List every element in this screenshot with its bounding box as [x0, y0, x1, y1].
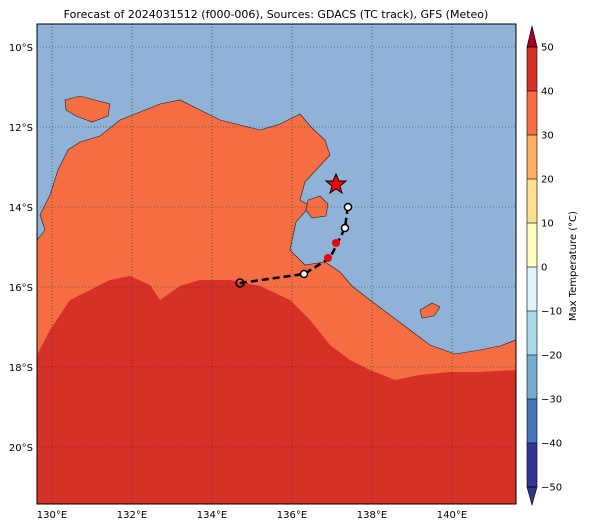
map-area — [37, 24, 516, 504]
colorbar-segment — [527, 179, 537, 223]
colorbar — [526, 25, 538, 507]
lon-label: 138°E — [357, 510, 387, 521]
lat-label: 16°S — [9, 283, 33, 294]
lat-label: 20°S — [9, 443, 33, 454]
lon-label: 134°E — [197, 510, 227, 521]
colorbar-tick-label: −20 — [541, 351, 562, 362]
colorbar-tick-label: −40 — [541, 439, 562, 450]
colorbar-tick-label: 30 — [541, 131, 554, 142]
colorbar-segment — [527, 443, 537, 487]
lat-label: 12°S — [9, 123, 33, 134]
colorbar-segment — [527, 91, 537, 135]
colorbar-tick-label: −30 — [541, 395, 562, 406]
colorbar-tick-label: 10 — [541, 219, 554, 230]
colorbar-tick-label: −50 — [541, 483, 562, 494]
colorbar-segment — [527, 311, 537, 355]
colorbar-segment — [527, 47, 537, 91]
hot-region — [37, 276, 516, 504]
map-title: Forecast of 2024031512 (f000-006), Sourc… — [64, 8, 489, 21]
lon-label: 130°E — [37, 510, 67, 521]
lat-label: 14°S — [9, 203, 33, 214]
colorbar-label: Max Temperature (°C) — [568, 211, 579, 321]
island — [419, 302, 441, 319]
lon-label: 136°E — [277, 510, 307, 521]
grid — [37, 24, 516, 504]
map-frame — [36, 23, 517, 505]
lat-label: 18°S — [9, 363, 33, 374]
lat-label: 10°S — [9, 43, 33, 54]
colorbar-segment — [527, 267, 537, 311]
colorbar-tick-label: 0 — [541, 263, 547, 274]
colorbar-segment — [527, 399, 537, 443]
island — [64, 95, 111, 123]
colorbar-segment — [527, 355, 537, 399]
lon-label: 140°E — [437, 510, 467, 521]
colorbar-tick-label: 40 — [541, 87, 554, 98]
colorbar-segment — [527, 223, 537, 267]
tc-track — [235, 172, 353, 288]
lon-label: 132°E — [117, 510, 147, 521]
colorbar-tick-label: −10 — [541, 307, 562, 318]
colorbar-tick-label: 20 — [541, 175, 554, 186]
colorbar-tick-label: 50 — [541, 43, 554, 54]
colorbar-segment — [527, 135, 537, 179]
